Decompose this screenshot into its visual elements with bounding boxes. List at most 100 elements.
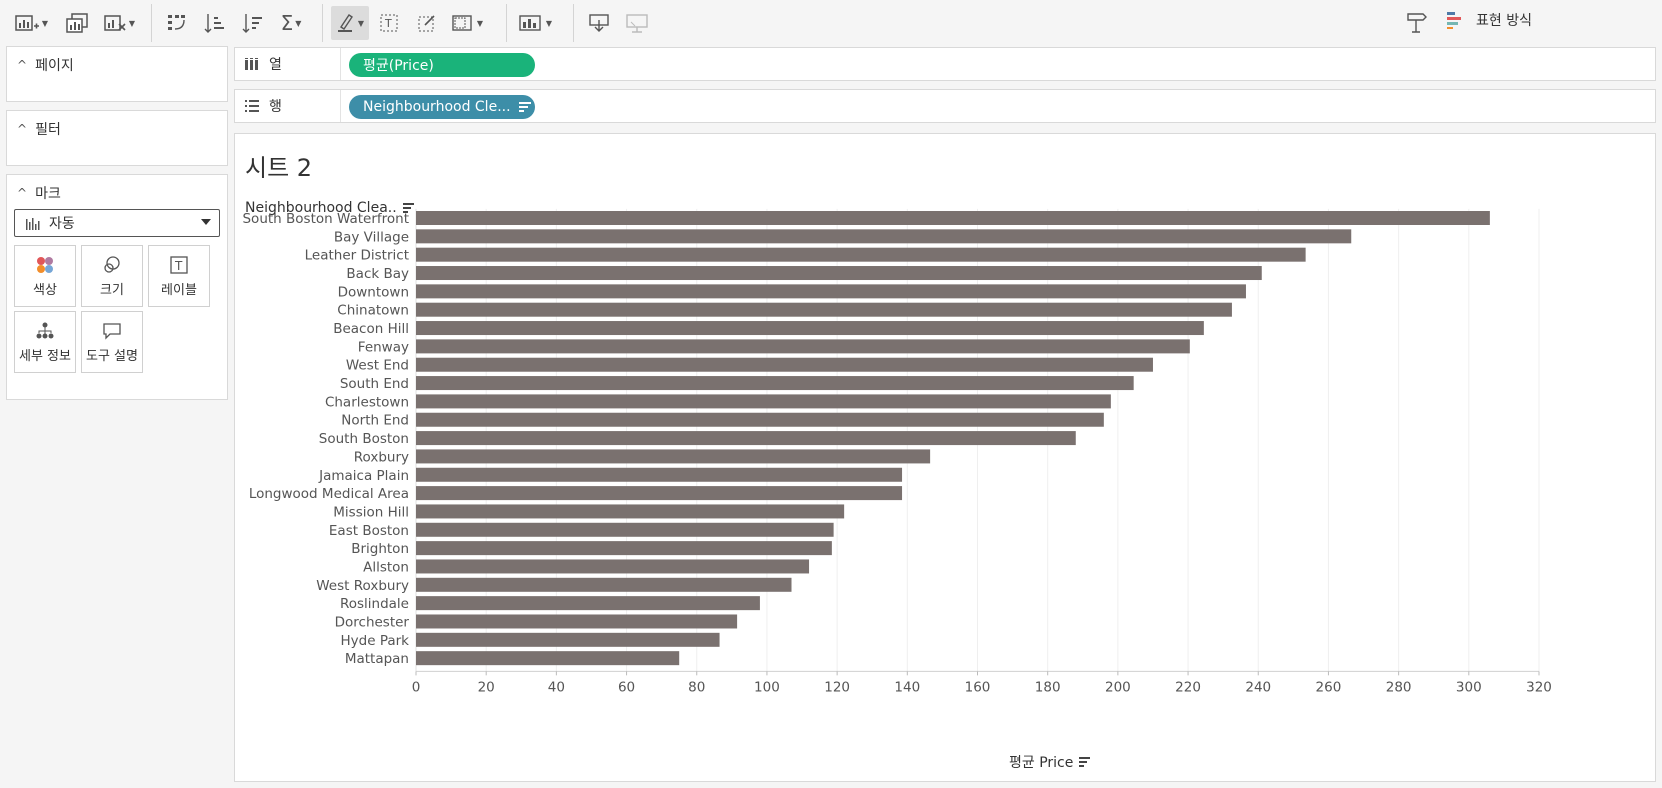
totals-sigma-icon: Σ: [280, 11, 294, 35]
detail-mark-label: 세부 정보: [19, 348, 71, 364]
bar[interactable]: [416, 321, 1204, 336]
detail-mark-button[interactable]: 세부 정보: [14, 311, 76, 373]
bar[interactable]: [416, 284, 1246, 299]
bar[interactable]: [416, 357, 1153, 372]
tooltip-mark-button[interactable]: 도구 설명: [81, 311, 143, 373]
highlight-button[interactable]: ▼: [331, 6, 369, 40]
x-tick-label: 300: [1456, 679, 1482, 695]
category-label: Fenway: [358, 339, 409, 355]
bar[interactable]: [416, 541, 832, 556]
sheet-title: 시트 2: [245, 154, 313, 182]
color-mark-button[interactable]: 색상: [14, 245, 76, 307]
label-mark-button[interactable]: T 레이블: [148, 245, 210, 307]
duplicate-sheet-button[interactable]: [58, 6, 96, 40]
color-icon: [37, 256, 53, 273]
download-button[interactable]: [580, 6, 618, 40]
sort-ascending-button[interactable]: [196, 6, 234, 40]
bar[interactable]: [416, 486, 903, 501]
category-label: Dorchester: [335, 614, 410, 630]
bar[interactable]: [416, 339, 1190, 354]
columns-shelf[interactable]: 열 평균(Price): [234, 47, 1656, 81]
marks-card: ^ 마크 자동 색상 크기 T 레이블 세부 정보 도구 설명: [6, 174, 228, 400]
annotation-button[interactable]: [408, 6, 446, 40]
x-axis-title[interactable]: 평균 Price: [1009, 752, 1091, 772]
category-label: South Boston: [319, 431, 409, 447]
filters-title: 필터: [35, 122, 61, 138]
marks-card-header[interactable]: ^ 마크: [17, 183, 61, 203]
bar[interactable]: [416, 522, 834, 537]
x-tick-label: 280: [1386, 679, 1412, 695]
row-field-header[interactable]: Neighbourhood Clea..: [245, 200, 414, 216]
sort-descending-button[interactable]: [234, 6, 272, 40]
mark-type-dropdown[interactable]: 자동: [14, 209, 220, 237]
category-label: Allston: [363, 559, 409, 575]
duplicate-sheet-icon: [66, 13, 88, 33]
bar[interactable]: [416, 467, 903, 482]
totals-button[interactable]: Σ ▼: [280, 11, 302, 35]
bar[interactable]: [416, 632, 720, 647]
bar[interactable]: [416, 266, 1262, 281]
signpost-button[interactable]: [1404, 10, 1428, 34]
columns-pill-avg-price[interactable]: 평균(Price): [349, 53, 535, 77]
label-mark-label: 레이블: [161, 282, 197, 298]
presentation-icon: [626, 14, 648, 33]
bar[interactable]: [416, 449, 931, 464]
category-label: Back Bay: [346, 266, 409, 282]
tooltip-icon: [103, 322, 121, 340]
category-label: South End: [340, 376, 409, 392]
bar[interactable]: [416, 412, 1104, 427]
presentation-button[interactable]: [618, 6, 656, 40]
category-label: Downtown: [338, 284, 409, 300]
sort-descending-icon: [242, 14, 262, 33]
pages-card-header[interactable]: ^ 페이지: [17, 55, 74, 75]
bar[interactable]: [416, 559, 810, 574]
bar-chart[interactable]: South Boston Waterfront Bay Village Leathe…: [235, 134, 1655, 781]
sort-descending-icon: [518, 102, 531, 112]
show-labels-icon: T: [380, 14, 398, 32]
category-label: Chinatown: [337, 303, 409, 319]
x-tick-label: 20: [478, 679, 495, 695]
chart-type-button[interactable]: ▼: [516, 6, 554, 40]
show-labels-button[interactable]: T: [370, 6, 408, 40]
x-tick-label: 140: [894, 679, 920, 695]
bar[interactable]: [416, 651, 680, 666]
category-label: Roxbury: [354, 449, 409, 465]
mark-type-value: 자동: [49, 216, 75, 232]
chevron-down-icon: [201, 219, 211, 225]
tooltip-mark-label: 도구 설명: [86, 348, 138, 364]
bar[interactable]: [416, 211, 1490, 225]
sort-descending-icon[interactable]: [402, 203, 414, 213]
bar[interactable]: [416, 577, 792, 592]
swap-rows-columns-icon: [168, 15, 185, 30]
clear-sheet-button[interactable]: ▼: [100, 6, 138, 40]
swap-button[interactable]: [158, 6, 196, 40]
size-mark-label: 크기: [100, 282, 124, 298]
category-label: Brighton: [351, 541, 409, 557]
show-me-icon: [1447, 12, 1461, 29]
new-worksheet-button[interactable]: ▼: [12, 6, 50, 40]
filters-card-header[interactable]: ^ 필터: [17, 119, 61, 139]
rows-shelf[interactable]: 행 Neighbourhood Cle...: [234, 89, 1656, 123]
bar[interactable]: [416, 431, 1076, 446]
download-icon: [589, 14, 609, 32]
color-mark-label: 색상: [33, 282, 57, 298]
bar[interactable]: [416, 247, 1306, 262]
category-label: Roslindale: [340, 596, 409, 612]
rows-pill-neighbourhood[interactable]: Neighbourhood Cle...: [349, 95, 535, 119]
bar[interactable]: [416, 229, 1352, 244]
size-mark-button[interactable]: 크기: [81, 245, 143, 307]
filters-card: ^ 필터: [6, 110, 228, 166]
fit-button[interactable]: ▼: [448, 6, 486, 40]
bar[interactable]: [416, 394, 1111, 409]
bar[interactable]: [416, 504, 845, 519]
rows-shelf-label: 행: [235, 90, 341, 122]
show-me-label: 표현 방식: [1476, 13, 1532, 29]
bar[interactable]: [416, 376, 1134, 391]
bar[interactable]: [416, 614, 738, 629]
sort-descending-icon[interactable]: [1079, 757, 1091, 767]
bar[interactable]: [416, 596, 760, 611]
bar[interactable]: [416, 302, 1232, 317]
collapse-chevron-icon: ^: [17, 186, 28, 200]
show-me-button[interactable]: 표현 방식: [1446, 10, 1532, 30]
category-label: Jamaica Plain: [318, 468, 409, 484]
